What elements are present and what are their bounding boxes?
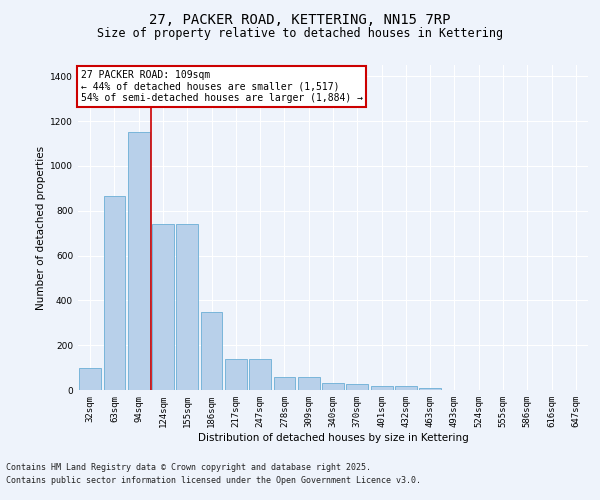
Text: Contains public sector information licensed under the Open Government Licence v3: Contains public sector information licen… bbox=[6, 476, 421, 485]
Bar bbox=[225, 358, 247, 390]
Bar bbox=[128, 132, 149, 390]
Y-axis label: Number of detached properties: Number of detached properties bbox=[36, 146, 46, 310]
Bar bbox=[249, 358, 271, 390]
Bar bbox=[274, 376, 295, 390]
Bar bbox=[176, 224, 198, 390]
Text: 27, PACKER ROAD, KETTERING, NN15 7RP: 27, PACKER ROAD, KETTERING, NN15 7RP bbox=[149, 12, 451, 26]
Bar bbox=[200, 312, 223, 390]
Text: Size of property relative to detached houses in Kettering: Size of property relative to detached ho… bbox=[97, 28, 503, 40]
Bar bbox=[298, 376, 320, 390]
Bar bbox=[79, 368, 101, 390]
Text: 27 PACKER ROAD: 109sqm
← 44% of detached houses are smaller (1,517)
54% of semi-: 27 PACKER ROAD: 109sqm ← 44% of detached… bbox=[80, 70, 362, 103]
Bar bbox=[104, 196, 125, 390]
Bar bbox=[152, 224, 174, 390]
Bar bbox=[395, 386, 417, 390]
Bar bbox=[371, 386, 392, 390]
Bar bbox=[322, 384, 344, 390]
Bar bbox=[419, 388, 441, 390]
Bar bbox=[346, 384, 368, 390]
X-axis label: Distribution of detached houses by size in Kettering: Distribution of detached houses by size … bbox=[197, 432, 469, 442]
Text: Contains HM Land Registry data © Crown copyright and database right 2025.: Contains HM Land Registry data © Crown c… bbox=[6, 464, 371, 472]
